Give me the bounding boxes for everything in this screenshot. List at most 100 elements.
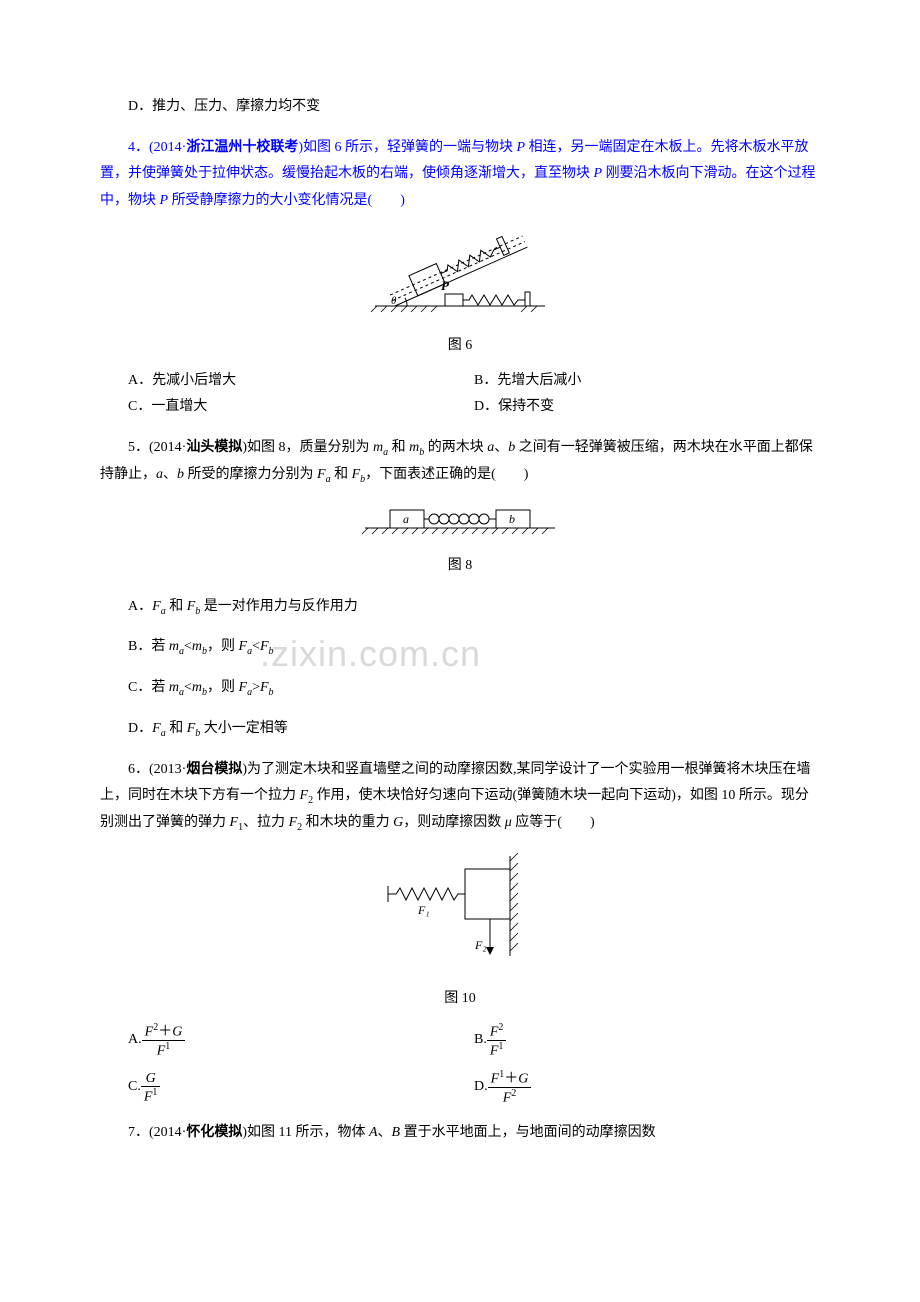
q5A-2: 和 [166,599,187,614]
q5C-2: ，则 [207,680,239,695]
q6-stem: 6．(2013·烟台模拟)为了测定木块和竖直墙壁之间的动摩擦因数,某同学设计了一… [100,757,820,837]
q5B-2: ，则 [207,639,239,654]
q5-dot1: 、 [494,440,508,455]
q4-opt-d: D．保持不变 [474,394,820,421]
q4-t4: 所受静摩擦力的大小变化情况是( ) [168,193,405,208]
q6D-pre: D. [474,1074,488,1101]
q5A-3: 是一对作用力与反作用力 [200,599,358,614]
q5C-a2: a [247,687,252,698]
figure-8-caption: 图 8 [100,553,820,580]
fig8-b: b [509,512,515,526]
q4-options-row1: A．先减小后增大 B．先增大后减小 [128,368,820,395]
q5-and1: 和 [388,440,409,455]
q4-opt-a: A．先减小后增大 [128,368,474,395]
fig10-F1: F₁ [417,903,430,917]
q5-t2: 的两木块 [424,440,487,455]
q5C-1: C．若 [128,680,169,695]
q5B-b2: b [269,646,274,657]
q4-P3: P [160,193,169,208]
q6-t6: 应等于( ) [512,815,595,830]
q4-options-row2: C．一直增大 D．保持不变 [128,394,820,421]
q4-opt-b: B．先增大后减小 [474,368,820,395]
q5-Fb: F [352,467,361,482]
q7-t1: )如图 11 所示，物体 [242,1125,369,1140]
q5-source: 汕头模拟 [186,440,242,455]
q6-opt-b: B. F2 F1 [474,1022,820,1059]
figure-10: F₁ F₂ [100,851,820,982]
figure-10-caption: 图 10 [100,986,820,1013]
q5C-Fa: F [239,680,248,695]
q5D-2: 和 [166,721,187,736]
q5-opt-b: B．若 ma<mb，则 Fa<Fb [100,634,820,661]
q6-G: G [393,815,403,830]
q5D-Fa: F [152,721,161,736]
q6C-pre: C. [128,1074,141,1101]
q7-t2: 置于水平地面上，与地面间的动摩擦因数 [400,1125,656,1140]
q6-mu: μ [505,815,512,830]
q6-lead: 6．(2013· [128,762,186,777]
q5B-Fb: F [260,639,269,654]
q6-opt-a: A. F2＋G F1 [128,1022,474,1059]
q5-lead: 5．(2014· [128,440,186,455]
fig6-P: P [441,278,450,293]
q5-Fa: F [317,467,326,482]
q5C-a: a [179,687,184,698]
q5-dot2: 、 [163,467,177,482]
q5C-ma: m [169,680,179,695]
q7-source: 怀化模拟 [186,1125,242,1140]
prev-opt-d-text: D．推力、压力、摩擦力均不变 [128,99,320,114]
q6D-frac: F1＋G F2 [488,1069,532,1106]
q5A-1: A． [128,599,152,614]
q5B-ma: m [169,639,179,654]
q7-B: B [392,1125,401,1140]
q5B-1: B．若 [128,639,169,654]
q6-options-row1: A. F2＋G F1 B. F2 F1 [128,1022,820,1059]
q5C-b2: b [269,687,274,698]
q5-stem: 5．(2014·汕头模拟)如图 8，质量分别为 ma 和 mb 的两木块 a、b… [100,435,820,489]
q5B-a2: a [247,646,252,657]
fig10-cap-text: 图 10 [444,991,476,1006]
q6C-frac: G F1 [141,1071,161,1105]
q5-ma: m [373,440,383,455]
q4-opt-c: C．一直增大 [128,394,474,421]
q5-t5: ，下面表述正确的是( ) [365,467,528,482]
q6B-pre: B. [474,1027,487,1054]
q5D-1: D． [128,721,152,736]
fig6-cap-text: 图 6 [448,338,473,353]
q6-t4: 和木块的重力 [302,815,393,830]
q5-bi2: b [177,467,184,482]
figure-6: θ P [100,228,820,329]
q5-opt-a: A．Fa 和 Fb 是一对作用力与反作用力 [100,594,820,621]
q5-and2: 和 [331,467,352,482]
q6A-frac: F2＋G F1 [142,1022,186,1059]
q5B-a: a [179,646,184,657]
q6-F1: F [230,815,239,830]
fig8-a: a [403,512,409,526]
fig8-cap-text: 图 8 [448,558,473,573]
q5-t4: 所受的摩擦力分别为 [184,467,317,482]
figure-8: a b [100,502,820,549]
q4-source: 浙江温州十校联考 [186,140,298,155]
q6-opt-c: C. G F1 [128,1071,474,1105]
q5-opt-c: C．若 ma<mb，则 Fa>Fb [100,675,820,702]
fig10-F2: F₂ [474,938,487,952]
q5B-Fa: F [239,639,248,654]
q5A-Fa: F [152,599,161,614]
q5A-Fb: F [187,599,196,614]
q5-t1: )如图 8，质量分别为 [242,440,373,455]
q6-F2b: F [289,815,298,830]
q7-stem: 7．(2014·怀化模拟)如图 11 所示，物体 A、B 置于水平地面上，与地面… [100,1120,820,1147]
q5C-Fb: F [260,680,269,695]
q6-t5: ，则动摩擦因数 [403,815,505,830]
q4-t1: )如图 6 所示，轻弹簧的一端与物块 [298,140,516,155]
q5-ai2: a [156,467,163,482]
q5D-Fb: F [187,721,196,736]
q7-A: A [369,1125,378,1140]
q6B-frac: F2 F1 [487,1022,507,1059]
q6-source: 烟台模拟 [186,762,242,777]
q5B-mb: m [192,639,202,654]
q4-P1: P [517,140,526,155]
q5-opt-d: D．Fa 和 Fb 大小一定相等 [100,716,820,743]
q6A-pre: A. [128,1027,142,1054]
q6-opt-d: D. F1＋G F2 [474,1069,820,1106]
